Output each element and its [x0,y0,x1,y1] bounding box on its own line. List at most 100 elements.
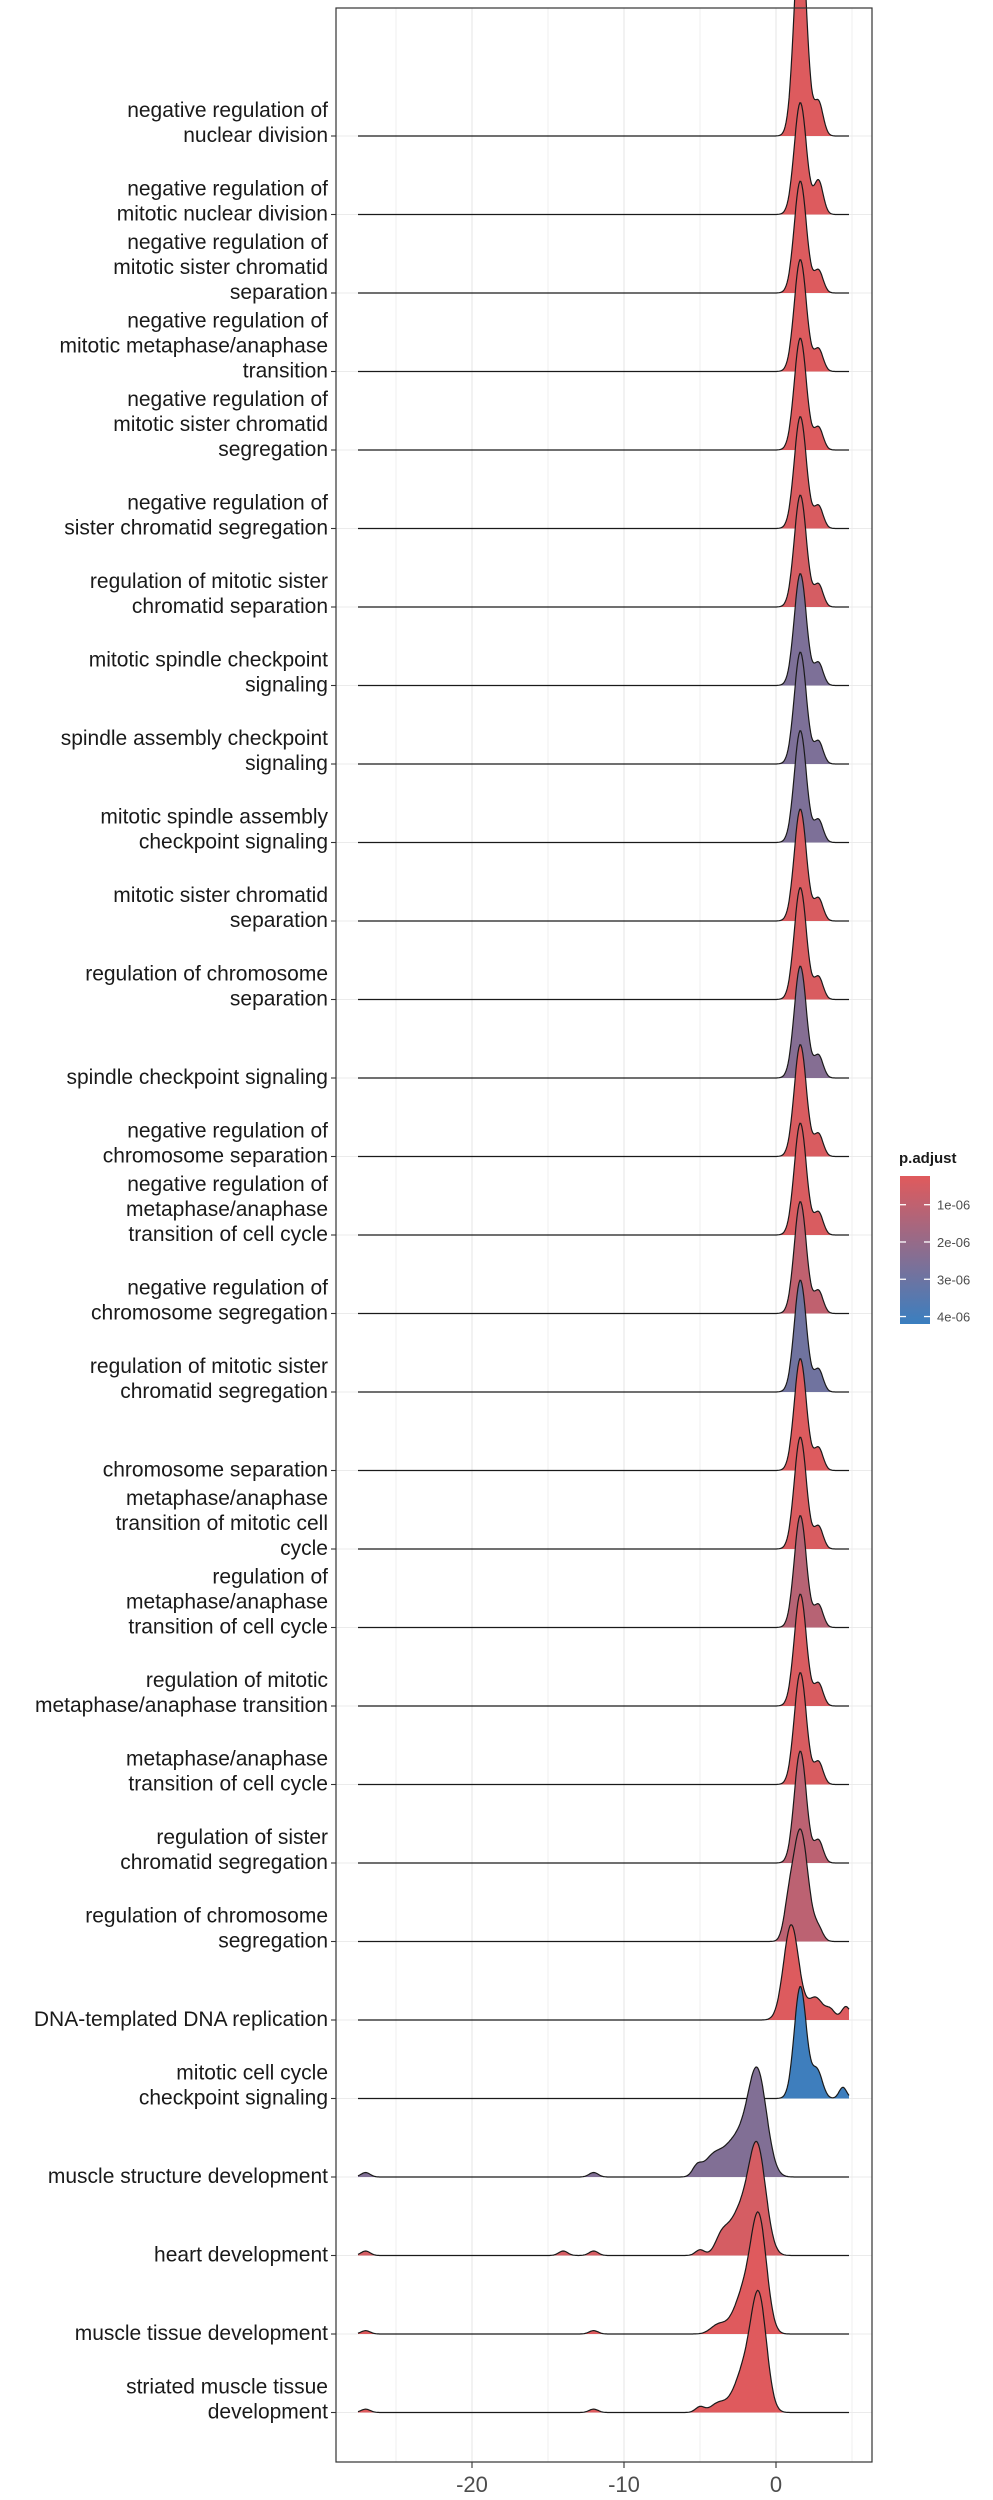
ridge-line [358,416,849,530]
y-tick-label-line: mitotic sister chromatid [113,884,328,907]
y-tick-label-line: mitotic sister chromatid [113,256,328,279]
y-tick-label-line: metaphase/anaphase [126,1198,328,1221]
y-tick-label-line: regulation of mitotic sister [90,570,328,593]
y-tick-label-line: regulation of chromosome [85,1905,328,1928]
legend-title: p.adjust [899,1150,957,1167]
y-tick-label: muscle tissue development [75,2322,328,2345]
y-tick-label: regulation of mitotic sister chromatid se… [90,1355,328,1403]
y-tick-label: negative regulation of chromosome separat… [103,1120,328,1168]
y-tick-label-line: transition of cell cycle [128,1616,328,1639]
y-tick-label-line: chromatid separation [132,595,328,618]
ridge-line [358,102,849,216]
y-tick-label-line: regulation of chromosome [85,963,328,986]
y-tick-label-line: metaphase/anaphase [126,1748,328,1771]
ridge-line [358,651,849,765]
y-tick-label-line: regulation of [212,1566,328,1589]
y-tick-label-line: separation [230,909,328,932]
y-tick-label: regulation of chromosome segregation [85,1905,328,1953]
legend: p.adjust 1e-06 2e-06 3e-06 4e-06 [899,1150,970,1325]
y-axis-ticks [331,135,336,2414]
ridge-line [358,0,849,137]
ridge-line [358,1923,850,2021]
y-tick-label: regulation of chromosome separation [85,963,328,1011]
y-tick-label-line: transition of cell cycle [128,1773,328,1796]
ridge-line [358,1201,849,1315]
y-tick-label-line: checkpoint signaling [139,2087,328,2110]
legend-tick-label: 4e-06 [937,1310,970,1325]
y-tick-label-line: segregation [218,438,328,461]
ridge-line [358,1593,849,1707]
y-tick-label-line: chromosome separation [103,1459,328,1482]
y-tick-label: muscle structure development [48,2165,328,2188]
y-tick-label-line: metaphase/anaphase [126,1487,328,1510]
y-tick-label: mitotic spindle assembly checkpoint signa… [100,806,328,854]
y-tick-label: regulation of mitotic sister chromatid se… [90,570,328,618]
y-tick-label-line: negative regulation of [127,231,328,254]
ridge-line [358,1672,849,1786]
y-tick-label: negative regulation of mitotic metaphase/… [60,310,329,383]
y-axis-labels: negative regulation of nuclear divisionne… [34,99,329,2424]
y-tick-label-line: chromosome separation [103,1145,328,1168]
ridge-line [358,1044,849,1158]
ridge-fill [358,2290,849,2413]
ridge-line [358,808,849,922]
y-tick-label: negative regulation of mitotic sister chr… [113,388,328,461]
y-tick-label-line: mitotic spindle checkpoint [89,649,328,672]
y-tick-label-line: spindle checkpoint signaling [66,1066,328,1089]
ridge-fill [358,1986,849,2099]
y-tick-label-line: mitotic cell cycle [176,2062,328,2085]
ridge-fill [358,2141,849,2256]
ridge-line [357,2211,849,2335]
ridge-fill [358,2067,849,2177]
y-tick-label-line: development [208,2401,328,2424]
legend-ticks: 1e-06 2e-06 3e-06 4e-06 [900,1198,970,1325]
y-tick-label: striated muscle tissue development [126,2376,328,2424]
y-tick-label-line: separation [230,281,328,304]
y-tick-label: heart development [154,2244,328,2267]
y-tick-label-line: checkpoint signaling [139,831,328,854]
y-tick-label: spindle checkpoint signaling [66,1066,328,1089]
y-tick-label-line: negative regulation of [127,310,328,333]
y-tick-label-line: chromatid segregation [120,1851,328,1874]
y-tick-label-line: negative regulation of [127,1173,328,1196]
ridge-fill [358,1828,849,1942]
y-tick-label-line: mitotic spindle assembly [100,806,328,829]
y-tick-label-line: signaling [245,752,328,775]
y-tick-label-line: metaphase/anaphase transition [35,1694,328,1717]
y-tick-label-line: regulation of mitotic sister [90,1355,328,1378]
y-tick-label-line: spindle assembly checkpoint [61,727,328,750]
y-tick-label-line: negative regulation of [127,1277,328,1300]
y-tick-label-line: transition of cell cycle [128,1223,328,1246]
y-tick-label: chromosome separation [103,1459,328,1482]
y-tick-label-line: muscle tissue development [75,2322,328,2345]
y-tick-label: negative regulation of chromosome segrega… [91,1277,328,1325]
ridge-line [358,494,849,608]
y-tick-label-line: sister chromatid segregation [64,517,328,540]
ridge-line [358,1358,849,1472]
y-tick-label-line: negative regulation of [127,99,328,122]
y-tick-label-line: chromosome segregation [91,1302,328,1325]
y-tick-label-line: mitotic metaphase/anaphase [60,335,329,358]
ridge-line [358,1985,850,2100]
x-axis: -20 -10 0 [456,2462,782,2497]
y-tick-label-line: nuclear division [183,124,328,147]
y-tick-label-line: separation [230,988,328,1011]
y-tick-label: metaphase/anaphase transition of cell cyc… [126,1748,328,1796]
ridge-line [358,180,849,294]
legend-tick-label: 3e-06 [937,1272,970,1287]
ridges [357,0,850,2414]
y-tick-label-line: negative regulation of [127,1120,328,1143]
y-tick-label-line: heart development [154,2244,328,2267]
y-tick-label: negative regulation of sister chromatid s… [64,492,328,540]
y-tick-label-line: mitotic nuclear division [117,203,328,226]
ridge-line [358,730,849,844]
ridge-line [358,1750,849,1864]
x-tick-label: -10 [608,2472,640,2497]
y-tick-label: DNA-templated DNA replication [34,2008,328,2031]
y-tick-label: regulation of sister chromatid segregatio… [120,1826,328,1874]
y-tick-label-line: negative regulation of [127,492,328,515]
y-tick-label: mitotic sister chromatid separation [113,884,328,932]
y-tick-label-line: DNA-templated DNA replication [34,2008,328,2031]
legend-tick-label: 1e-06 [937,1198,970,1213]
